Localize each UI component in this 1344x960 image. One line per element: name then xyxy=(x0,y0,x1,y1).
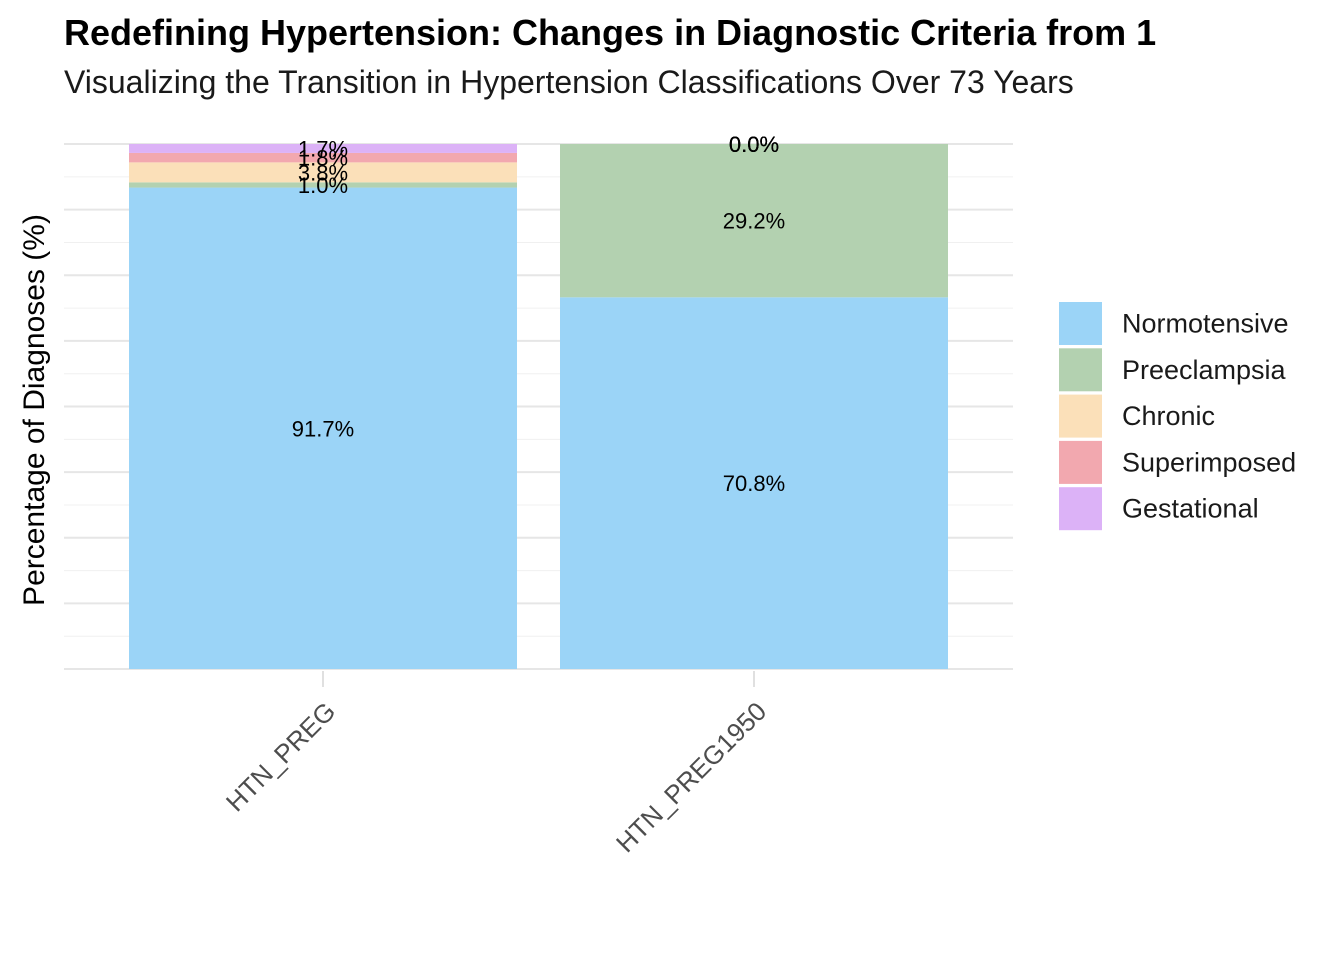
bar-segment xyxy=(560,144,948,298)
data-label: 1.7% xyxy=(298,136,348,161)
title-area: Redefining Hypertension: Changes in Diag… xyxy=(0,0,1344,120)
data-label: 3.8% xyxy=(298,160,348,185)
legend-key xyxy=(1059,348,1102,392)
x-tick-label: HTN_PREG xyxy=(220,696,341,817)
legend: Normotensive Preeclampsia Chronic Superimpo… xyxy=(1059,302,1296,531)
bar-segment xyxy=(129,152,517,163)
legend-label: Normotensive xyxy=(1122,309,1289,339)
legend-key xyxy=(1059,394,1102,438)
data-labels: 91.7%1.0%3.8%1.8%1.7%70.8%29.2%0.0%0.0%0… xyxy=(292,132,785,496)
bar-segment xyxy=(129,144,517,153)
bar-segment xyxy=(560,297,948,669)
data-label: 29.2% xyxy=(723,209,785,234)
data-label: 0.0% xyxy=(729,132,779,157)
legend-key xyxy=(1059,487,1102,531)
data-label: 91.7% xyxy=(292,416,354,441)
bars xyxy=(129,144,948,669)
legend-label: Gestational xyxy=(1122,494,1259,524)
x-axis: HTN_PREG HTN_PREG1950 xyxy=(220,671,772,858)
legend-label: Superimposed xyxy=(1122,447,1296,477)
legend-key xyxy=(1059,302,1102,345)
bar-segment xyxy=(129,162,517,183)
data-label: 0.0% xyxy=(729,132,779,157)
data-label: 1.8% xyxy=(298,146,348,171)
chart-subtitle: Visualizing the Transition in Hypertensi… xyxy=(64,64,1074,100)
legend-key xyxy=(1059,440,1102,484)
data-label: 0.0% xyxy=(729,132,779,157)
x-tick-label: HTN_PREG1950 xyxy=(610,696,772,858)
legend-label: Preeclampsia xyxy=(1122,355,1287,385)
chart-title: Redefining Hypertension: Changes in Diag… xyxy=(64,12,1157,53)
data-label: 1.0% xyxy=(298,173,348,198)
bar-segment xyxy=(129,182,517,188)
legend-label: Chronic xyxy=(1122,401,1215,431)
bar-segment xyxy=(129,187,517,669)
y-axis-label: Percentage of Diagnoses (%) xyxy=(18,214,51,606)
data-label: 70.8% xyxy=(723,471,785,496)
